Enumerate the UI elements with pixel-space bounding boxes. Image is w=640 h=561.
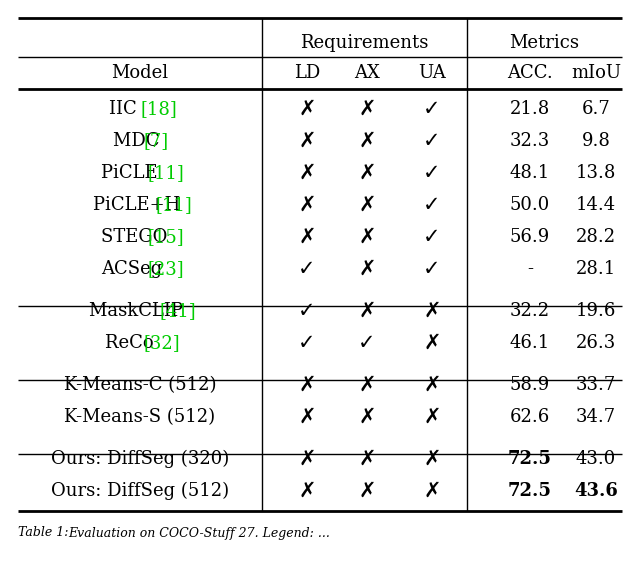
Text: ✓: ✓ [423, 259, 441, 279]
Text: 28.2: 28.2 [576, 228, 616, 246]
Text: 43.0: 43.0 [576, 450, 616, 468]
Text: 33.7: 33.7 [576, 376, 616, 394]
Text: ✓: ✓ [423, 227, 441, 247]
Text: ✗: ✗ [423, 375, 441, 395]
Text: ACSeg: ACSeg [101, 260, 168, 278]
Text: ✓: ✓ [298, 333, 316, 353]
Text: 50.0: 50.0 [510, 196, 550, 214]
Text: ✗: ✗ [358, 131, 376, 151]
Text: 58.9: 58.9 [510, 376, 550, 394]
Text: mIoU: mIoU [571, 64, 621, 82]
Text: [11]: [11] [156, 196, 193, 214]
Text: ✗: ✗ [423, 481, 441, 501]
Text: 32.3: 32.3 [510, 132, 550, 150]
Text: ✓: ✓ [298, 301, 316, 321]
Text: 32.2: 32.2 [510, 302, 550, 320]
Text: ✗: ✗ [358, 259, 376, 279]
Text: ✗: ✗ [298, 99, 316, 119]
Text: [7]: [7] [144, 132, 169, 150]
Text: ✗: ✗ [298, 163, 316, 183]
Text: ✗: ✗ [358, 301, 376, 321]
Text: ✓: ✓ [423, 99, 441, 119]
Text: 14.4: 14.4 [576, 196, 616, 214]
Text: 62.6: 62.6 [510, 408, 550, 426]
Text: ✗: ✗ [358, 449, 376, 469]
Text: 72.5: 72.5 [508, 482, 552, 500]
Text: Evaluation on COCO-Stuff 27. Legend: ...: Evaluation on COCO-Stuff 27. Legend: ... [68, 527, 330, 540]
Text: [11]: [11] [148, 164, 184, 182]
Text: ✗: ✗ [358, 163, 376, 183]
Text: K-Means-S (512): K-Means-S (512) [65, 408, 216, 426]
Text: ✗: ✗ [298, 227, 316, 247]
Text: K-Means-C (512): K-Means-C (512) [64, 376, 216, 394]
Text: ✗: ✗ [423, 407, 441, 427]
Text: IIC: IIC [109, 100, 142, 118]
Text: Model: Model [111, 64, 168, 82]
Text: Table 1:: Table 1: [18, 527, 68, 540]
Text: AX: AX [354, 64, 380, 82]
Text: ✗: ✗ [298, 131, 316, 151]
Text: STEGO: STEGO [101, 228, 173, 246]
Text: ✗: ✗ [298, 375, 316, 395]
Text: [18]: [18] [140, 100, 177, 118]
Text: ✓: ✓ [358, 333, 376, 353]
Text: ✗: ✗ [358, 195, 376, 215]
Text: PiCLE: PiCLE [101, 164, 163, 182]
Text: Ours: DiffSeg (320): Ours: DiffSeg (320) [51, 450, 229, 468]
Text: MDC: MDC [113, 132, 165, 150]
Text: ✗: ✗ [423, 301, 441, 321]
Text: [15]: [15] [148, 228, 184, 246]
Text: ✓: ✓ [423, 163, 441, 183]
Text: 46.1: 46.1 [510, 334, 550, 352]
Text: 34.7: 34.7 [576, 408, 616, 426]
Text: 21.8: 21.8 [510, 100, 550, 118]
Text: 6.7: 6.7 [582, 100, 611, 118]
Text: 9.8: 9.8 [582, 132, 611, 150]
Text: 26.3: 26.3 [576, 334, 616, 352]
Text: MaskCLIP: MaskCLIP [90, 302, 189, 320]
Text: ✗: ✗ [358, 99, 376, 119]
Text: 43.6: 43.6 [574, 482, 618, 500]
Text: ✗: ✗ [358, 407, 376, 427]
Text: Ours: DiffSeg (512): Ours: DiffSeg (512) [51, 482, 229, 500]
Text: ✗: ✗ [298, 407, 316, 427]
Text: ✗: ✗ [298, 449, 316, 469]
Text: ✗: ✗ [298, 195, 316, 215]
Text: UA: UA [418, 64, 446, 82]
Text: ✓: ✓ [298, 259, 316, 279]
Text: ✗: ✗ [358, 481, 376, 501]
Text: ✗: ✗ [298, 481, 316, 501]
Text: ✗: ✗ [358, 227, 376, 247]
Text: ✓: ✓ [423, 131, 441, 151]
Text: 19.6: 19.6 [576, 302, 616, 320]
Text: ✗: ✗ [423, 449, 441, 469]
Text: 13.8: 13.8 [576, 164, 616, 182]
Text: 48.1: 48.1 [510, 164, 550, 182]
Text: ✗: ✗ [423, 333, 441, 353]
Text: LD: LD [294, 64, 320, 82]
Text: Metrics: Metrics [509, 34, 579, 52]
Text: [32]: [32] [144, 334, 180, 352]
Text: Requirements: Requirements [300, 34, 429, 52]
Text: ✓: ✓ [423, 195, 441, 215]
Text: [23]: [23] [148, 260, 184, 278]
Text: ✗: ✗ [358, 375, 376, 395]
Text: 56.9: 56.9 [510, 228, 550, 246]
Text: -: - [527, 260, 533, 278]
Text: [41]: [41] [159, 302, 196, 320]
Text: ReCo: ReCo [105, 334, 159, 352]
Text: 28.1: 28.1 [576, 260, 616, 278]
Text: PiCLE+H: PiCLE+H [93, 196, 186, 214]
Text: ACC.: ACC. [507, 64, 553, 82]
Text: 72.5: 72.5 [508, 450, 552, 468]
